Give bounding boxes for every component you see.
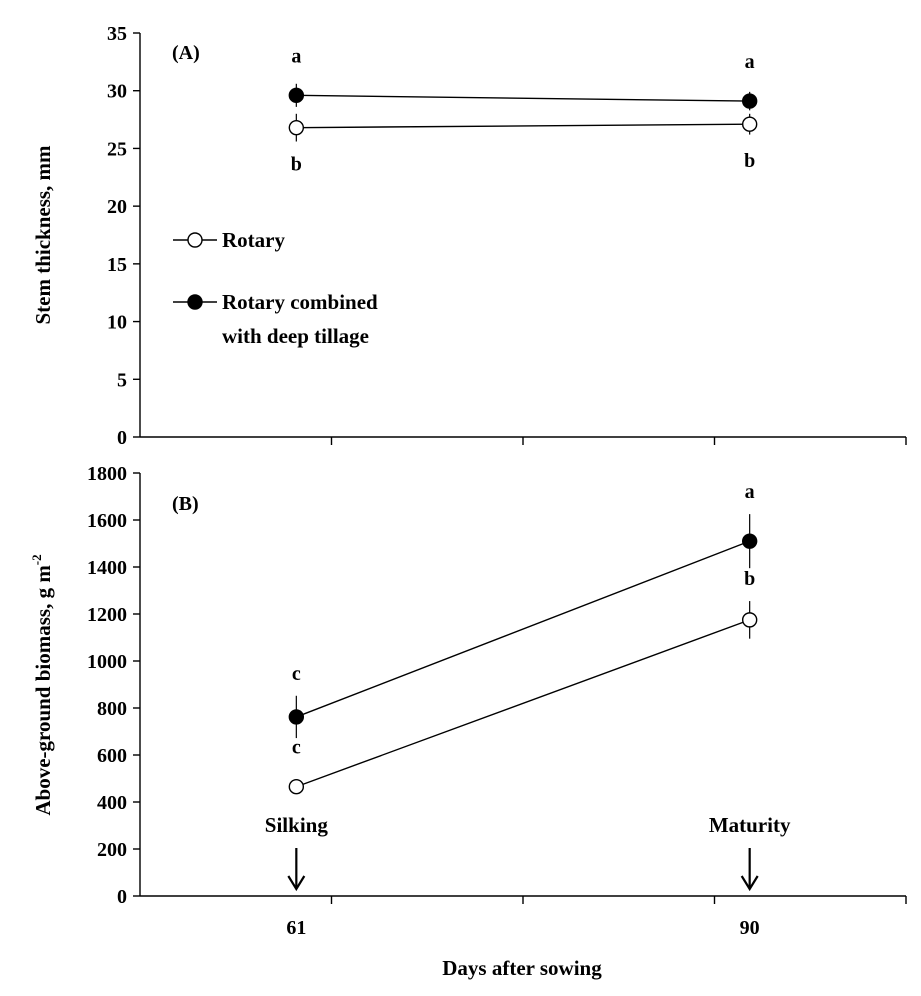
panel-b-deep-tillage-significance-letter: c — [292, 663, 301, 685]
panel-a-label: (A) — [172, 42, 200, 64]
panel-b-deep-tillage-series-line — [296, 540, 750, 718]
panel-b-deep-tillage-significance-letter: a — [745, 481, 755, 503]
panel-a-rotary-significance-letter: b — [744, 150, 755, 172]
panel-b-deep-tillage-point — [288, 709, 305, 725]
panel-a-legend: Rotary Rotary combined with deep tillage — [173, 228, 378, 348]
x-axis-title: Days after sowing — [442, 956, 602, 980]
panel-a-y-axis-title: Stem thickness, mm — [31, 145, 55, 325]
panel-a-deep-tillage-point — [288, 87, 305, 104]
panel-b-deep-tillage-point — [741, 533, 758, 549]
legend-item-rotary: Rotary — [173, 228, 285, 252]
legend-rotary-label: Rotary — [222, 228, 285, 252]
panel-b-biomass-chart: (B) Above-ground biomass, g m-2 Days aft… — [29, 463, 907, 980]
panel-a-y-tick-label: 5 — [117, 369, 127, 391]
panel-b-rotary-point — [741, 612, 758, 628]
legend-deep-tillage-label-line2: with deep tillage — [222, 324, 369, 348]
panel-b-y-tick-label: 400 — [97, 792, 127, 814]
panel-a-stem-thickness-chart: (A) Stem thickness, mm Rotary Rotary com… — [31, 23, 907, 449]
x-tick-label: 90 — [740, 917, 760, 939]
panel-b-y-tick-label: 1000 — [87, 651, 127, 673]
panel-a-rotary-point — [288, 119, 305, 136]
panel-b-y-axis-title: Above-ground biomass, g m-2 — [29, 554, 55, 815]
legend-rotary-marker — [187, 232, 203, 248]
panel-b-y-tick-label: 1600 — [87, 510, 127, 532]
panel-b-rotary-series-line — [296, 619, 750, 788]
panel-b-y-tick-label: 200 — [97, 839, 127, 861]
panel-a-rotary-series-line — [296, 123, 750, 129]
panel-b-y-tick-label: 1400 — [87, 557, 127, 579]
maturity-arrow-head — [740, 875, 759, 892]
panel-b-rotary-significance-letter: c — [292, 737, 301, 759]
silking-stage-label: Silking — [265, 813, 329, 837]
panel-a-deep-tillage-series-line — [296, 94, 750, 102]
panel-a-deep-tillage-significance-letter: a — [745, 51, 755, 73]
panel-b-y-tick-label: 0 — [117, 886, 127, 908]
panel-a-rotary-point — [741, 116, 758, 132]
maturity-stage-label: Maturity — [709, 813, 791, 837]
panel-a-y-tick-label: 30 — [107, 81, 127, 103]
panel-b-y-tick-label: 600 — [97, 745, 127, 767]
panel-a-y-tick-label: 35 — [107, 23, 127, 45]
panel-b-y-tick-label: 1200 — [87, 604, 127, 626]
panel-b-y-tick-label: 1800 — [87, 463, 127, 485]
legend-deep-tillage-marker — [187, 294, 203, 310]
panel-b-y-axis-title-main: Above-ground biomass, g m — [31, 565, 55, 816]
legend-deep-tillage-label-line1: Rotary combined — [222, 290, 378, 314]
panel-a-deep-tillage-significance-letter: a — [291, 45, 301, 67]
panel-a-y-tick-label: 15 — [107, 254, 127, 276]
panel-a-y-tick-label: 0 — [117, 427, 127, 449]
panel-b-label: (B) — [172, 493, 199, 515]
panel-a-y-tick-label: 10 — [107, 312, 127, 334]
panel-b-y-tick-label: 800 — [97, 698, 127, 720]
panel-a-y-tick-label: 20 — [107, 196, 127, 218]
panel-b-rotary-point — [288, 779, 305, 795]
legend-item-rotary-deep-tillage: Rotary combined with deep tillage — [173, 290, 378, 348]
panel-b-y-axis-title-superscript: -2 — [29, 554, 44, 565]
panel-a-deep-tillage-point — [741, 93, 758, 109]
x-tick-label: 61 — [286, 917, 306, 939]
panel-a-rotary-significance-letter: b — [291, 154, 302, 176]
silking-arrow-head — [287, 875, 306, 892]
panel-b-rotary-significance-letter: b — [744, 568, 755, 590]
panel-a-y-tick-label: 25 — [107, 138, 127, 160]
